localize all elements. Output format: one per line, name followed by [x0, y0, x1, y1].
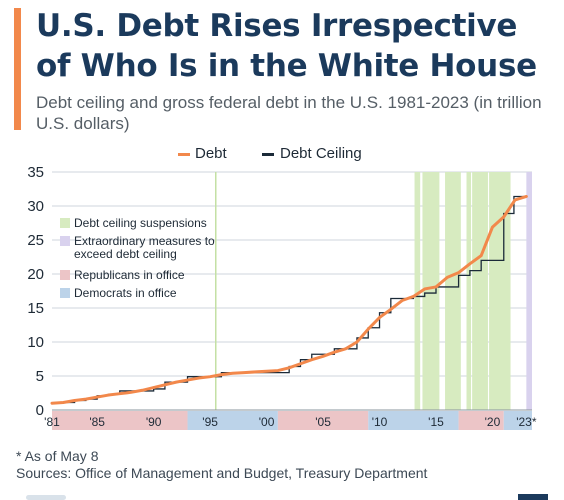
series-line-debt	[50, 194, 528, 405]
suspension-band	[466, 172, 472, 410]
x-tick-label: '20	[485, 415, 501, 429]
x-tick-label: '10	[372, 415, 388, 429]
shading-legend-label: exceed debt ceiling	[74, 247, 177, 261]
y-tick-label: 15	[27, 300, 44, 317]
x-tick-label: '81	[44, 415, 60, 429]
y-tick-label: 30	[27, 198, 44, 215]
x-tick-label: '15	[428, 415, 444, 429]
x-tick-label: '85	[89, 415, 105, 429]
debt-chart: 0 5 10 15 20 25 30 35 '81 '85 '90 '95 '00 '05 '10 '15 '2…	[27, 164, 537, 430]
suspension-band	[489, 172, 511, 410]
administration-band	[458, 411, 504, 430]
brand-strip	[0, 492, 564, 500]
shading-legend-swatch	[60, 236, 70, 246]
administration-band	[503, 411, 532, 430]
footnote: * As of May 8	[16, 448, 99, 464]
accent-bar	[14, 8, 21, 130]
shading-legend-swatch	[60, 218, 70, 228]
suspension-band	[414, 172, 421, 410]
shading-legend-label: Debt ceiling suspensions	[74, 216, 207, 230]
shading-legend-swatch	[60, 288, 70, 298]
brand-logo-left	[26, 495, 66, 500]
shading-legend-label: Democrats in office	[74, 286, 177, 300]
x-tick-label: '90	[146, 415, 162, 429]
y-tick-label: 25	[27, 232, 44, 249]
administration-band	[187, 411, 278, 430]
brand-logo-right	[518, 494, 548, 500]
x-tick-label: '05	[315, 415, 331, 429]
x-tick-label: '00	[259, 415, 275, 429]
shading-legend-swatch	[60, 270, 70, 280]
extraordinary-band	[526, 172, 532, 410]
legend-label-debt: Debt	[195, 145, 227, 162]
administration-band	[277, 411, 369, 430]
page-subtitle: Debt ceiling and gross federal debt in t…	[36, 93, 542, 133]
y-tick-label: 35	[27, 164, 44, 181]
administration-band	[368, 411, 459, 430]
page-title: U.S. Debt Rises Irrespective of Who Is i…	[36, 8, 537, 84]
shading-legend-label: Extraordinary measures to	[74, 234, 215, 248]
y-tick-label: 0	[36, 402, 44, 419]
suspension-band	[445, 172, 461, 410]
chart-legend: Debt Debt Ceiling	[0, 144, 564, 164]
shading-legend-label: Republicans in office	[74, 268, 185, 282]
source-note: Sources: Office of Management and Budget…	[16, 465, 428, 481]
y-tick-label: 5	[36, 368, 44, 385]
legend-swatch-debt	[178, 153, 190, 156]
y-tick-label: 20	[27, 266, 44, 283]
legend-swatch-ceiling	[262, 153, 274, 156]
suspension-band	[472, 172, 488, 410]
y-tick-label: 10	[27, 334, 44, 351]
x-tick-label: '95	[202, 415, 218, 429]
suspension-band	[422, 172, 440, 410]
administration-band	[52, 411, 188, 430]
x-tick-label: '23*	[516, 415, 537, 429]
legend-label-ceiling: Debt Ceiling	[280, 145, 362, 162]
